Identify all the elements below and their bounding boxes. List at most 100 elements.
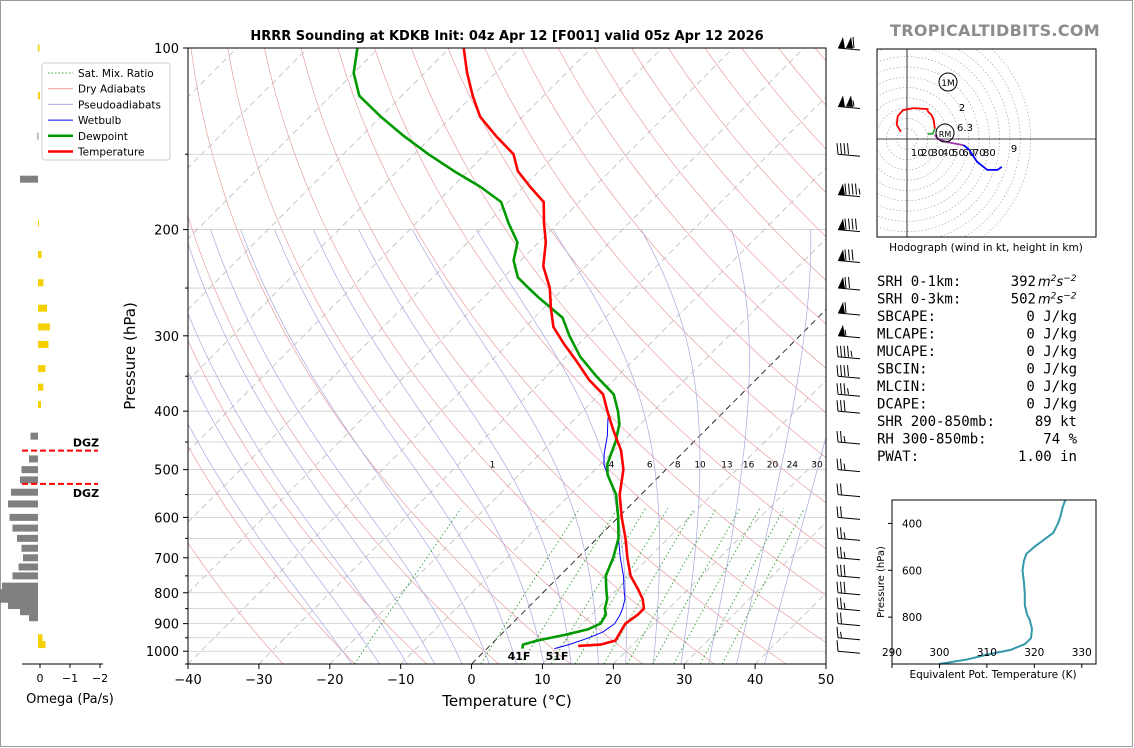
stat-value: 1.00 in bbox=[1018, 449, 1077, 465]
omega-bar bbox=[38, 323, 50, 331]
legend-label: Dewpoint bbox=[78, 131, 128, 143]
x-tick-label: −30 bbox=[245, 673, 272, 688]
wind-barb-pennant bbox=[838, 324, 845, 337]
pseudo-adiabat bbox=[188, 371, 380, 664]
omega-bar bbox=[20, 608, 38, 616]
theta-x-tick-label: 330 bbox=[1072, 647, 1092, 659]
dry-adiabat bbox=[410, 48, 826, 550]
wind-barb-flag bbox=[855, 218, 857, 230]
unit-sup: −2 bbox=[1063, 292, 1077, 302]
wind-barb-flag bbox=[848, 249, 850, 261]
hodo-annotation: 2 bbox=[959, 103, 965, 114]
wind-barb-flag bbox=[840, 506, 842, 518]
wind-barb-flag bbox=[840, 383, 842, 395]
wind-barb-staff bbox=[837, 47, 861, 51]
stat-unit: m2s−2 bbox=[1038, 274, 1077, 290]
omega-bar bbox=[30, 432, 38, 440]
wind-barb-flag bbox=[844, 249, 847, 261]
legend: Sat. Mix. Ratio Dry Adiabats Pseudoadiabat… bbox=[41, 62, 171, 161]
omega-axis-title: Omega (Pa/s) bbox=[26, 692, 114, 707]
omega-bar bbox=[38, 401, 41, 409]
wind-barb-flag bbox=[840, 365, 842, 377]
omega-tick-label: −2 bbox=[92, 672, 108, 685]
theta-x-tick-label: 300 bbox=[929, 647, 949, 659]
wind-barb-flag bbox=[851, 183, 854, 195]
legend-label: Temperature bbox=[77, 147, 145, 159]
stat-value: 502 bbox=[1011, 292, 1036, 308]
theta-y-axis-title: Pressure (hPa) bbox=[876, 546, 887, 618]
wind-barb-staff bbox=[837, 410, 861, 414]
hodo-segment bbox=[895, 107, 929, 133]
wind-barb-staff bbox=[837, 356, 861, 360]
wind-barbs bbox=[836, 36, 861, 654]
pseudo-adiabat bbox=[736, 229, 812, 664]
hodo-segment bbox=[926, 110, 936, 129]
x-tick-label: 10 bbox=[534, 673, 551, 688]
legend-label: Pseudoadiabats bbox=[78, 99, 161, 111]
wind-barb-staff bbox=[837, 229, 861, 233]
omega-bar bbox=[2, 582, 38, 590]
wind-barb-flag bbox=[836, 400, 839, 412]
wind-barb-staff bbox=[837, 650, 861, 654]
stat-value: 392 bbox=[1011, 274, 1036, 290]
legend-label: Wetbulb bbox=[78, 115, 122, 127]
wind-barb-pennant bbox=[838, 95, 845, 107]
hodo-rm-marker bbox=[935, 123, 955, 143]
dry-adiabat bbox=[188, 445, 356, 664]
wind-barb-staff bbox=[837, 105, 861, 109]
x-tick-label: 20 bbox=[605, 673, 622, 688]
theta-y-tick-label: 800 bbox=[902, 612, 922, 624]
wind-barb-flag bbox=[836, 546, 839, 558]
y-tick-label: 500 bbox=[154, 464, 179, 479]
mixing-ratio-label: 4 bbox=[609, 461, 615, 471]
dry-adiabat bbox=[188, 215, 499, 664]
omega-bar bbox=[38, 251, 42, 259]
y-tick-label: 900 bbox=[154, 618, 179, 633]
omega-bar bbox=[38, 304, 47, 312]
stat-value: 0 J/kg bbox=[1026, 309, 1077, 325]
theta-x-axis-title: Equivalent Pot. Temperature (K) bbox=[909, 669, 1076, 681]
wind-barb-staff bbox=[837, 153, 861, 157]
wind-barb-staff bbox=[837, 287, 861, 291]
wind-barb-flag bbox=[848, 276, 850, 289]
wind-barb-half bbox=[843, 463, 846, 470]
mixing-ratio-label: 6 bbox=[647, 461, 653, 471]
hodo-annotation: 1M bbox=[941, 79, 955, 89]
wind-barb-half bbox=[847, 388, 849, 395]
wind-barb-pennant bbox=[838, 37, 845, 49]
wind-barb-half bbox=[844, 329, 847, 336]
wind-barb-staff bbox=[837, 393, 861, 397]
wind-barb-flag bbox=[836, 640, 839, 652]
stat-value: 0 J/kg bbox=[1026, 344, 1077, 360]
wind-barb-staff bbox=[837, 335, 861, 339]
isotherm-line bbox=[188, 48, 592, 452]
dgz-label: DGZ bbox=[73, 487, 99, 500]
stat-value: 74 % bbox=[1043, 432, 1077, 448]
isotherm-line bbox=[542, 379, 826, 664]
hodo-ring-label: 80 bbox=[983, 148, 996, 159]
x-tick-label: 40 bbox=[747, 673, 764, 688]
y-tick-label: 200 bbox=[154, 224, 179, 239]
wind-barb-flag bbox=[847, 345, 849, 357]
hodo-frame bbox=[876, 48, 1097, 238]
wind-barb-flag bbox=[844, 218, 847, 230]
stat-value: 0 J/kg bbox=[1026, 362, 1077, 378]
wind-barb-pennant bbox=[846, 37, 853, 49]
wind-barb-staff bbox=[837, 516, 861, 520]
dry-adiabat bbox=[227, 48, 643, 664]
omega-bar bbox=[29, 614, 38, 622]
omega-bar bbox=[12, 572, 38, 580]
legend-label: Dry Adiabats bbox=[78, 84, 146, 96]
wind-barb-staff bbox=[837, 194, 861, 198]
y-tick-label: 1000 bbox=[146, 645, 179, 660]
wind-barb-staff bbox=[837, 637, 861, 641]
skewt-axes-frame bbox=[187, 47, 827, 665]
isotherm-line bbox=[258, 96, 826, 664]
hodo-caption: Hodograph (wind in kt, height in km) bbox=[889, 242, 1083, 254]
x-axis-title: Temperature (°C) bbox=[441, 692, 571, 710]
wind-barb-pennant bbox=[838, 249, 845, 261]
pseudo-adiabat bbox=[640, 229, 701, 664]
wetbulb-series-line bbox=[554, 417, 626, 650]
